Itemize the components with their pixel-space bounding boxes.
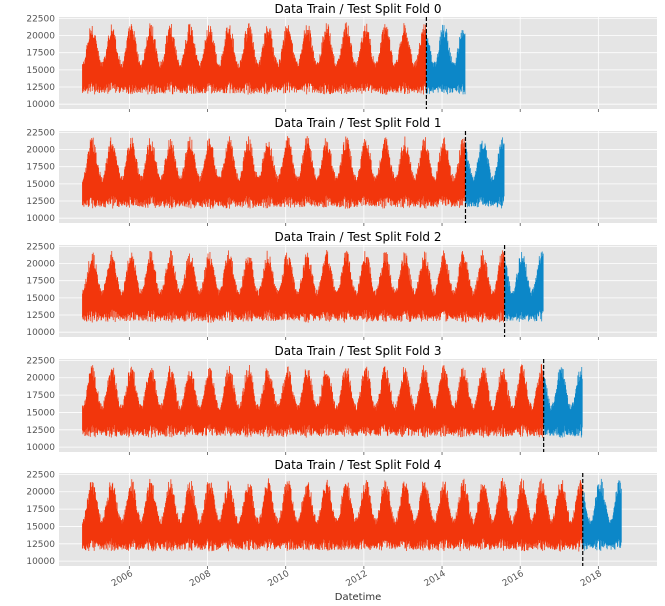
y-tick-label: 15000 — [26, 408, 55, 418]
x-tick-label: 2016 — [501, 569, 526, 589]
subplot-title: Data Train / Test Split Fold 4 — [274, 458, 441, 472]
y-tick-label: 12500 — [26, 83, 55, 93]
test-series-line — [465, 137, 505, 209]
x-tick-label: 2012 — [345, 569, 370, 589]
train-series-line — [82, 364, 544, 438]
y-tick-label: 17500 — [26, 391, 55, 401]
x-tick-label: 2008 — [188, 569, 213, 589]
y-tick-label: 17500 — [26, 505, 55, 515]
x-axis-label: Datetime — [335, 592, 382, 603]
y-tick-label: 10000 — [26, 557, 55, 567]
y-tick-label: 15000 — [26, 66, 55, 76]
y-tick-label: 22500 — [26, 356, 55, 366]
y-tick-label: 10000 — [26, 443, 55, 453]
x-tick-label: 2006 — [110, 569, 135, 589]
subplot-fold-3: 10000 12500 15000 17500 20000 22500 Data Train… — [26, 344, 657, 455]
y-tick-label: 22500 — [26, 14, 55, 24]
train-series-line — [82, 136, 466, 209]
y-tick-label: 10000 — [26, 100, 55, 110]
train-series-line — [82, 22, 427, 95]
y-tick-label: 15000 — [26, 522, 55, 532]
y-tick-label: 10000 — [26, 214, 55, 224]
y-tick-label: 20000 — [26, 488, 55, 498]
y-tick-label: 20000 — [26, 32, 55, 42]
subplot-fold-1: 10000 12500 15000 17500 20000 22500 Data Train… — [26, 116, 657, 226]
y-tick-label: 12500 — [26, 540, 55, 550]
y-tick-label: 15000 — [26, 180, 55, 190]
subplot-fold-4: 10000 12500 15000 17500 20000 22500 2006 2008 20… — [26, 458, 657, 603]
y-tick-label: 20000 — [26, 374, 55, 384]
y-tick-label: 22500 — [26, 242, 55, 252]
subplot-title: Data Train / Test Split Fold 2 — [274, 230, 441, 244]
y-tick-label: 10000 — [26, 328, 55, 338]
subplot-title: Data Train / Test Split Fold 3 — [274, 344, 441, 358]
train-series-line — [82, 249, 505, 323]
y-tick-label: 20000 — [26, 260, 55, 270]
y-tick-label: 17500 — [26, 277, 55, 287]
y-tick-label: 17500 — [26, 163, 55, 173]
y-tick-label: 15000 — [26, 294, 55, 304]
test-series-line — [504, 251, 544, 322]
y-tick-label: 22500 — [26, 470, 55, 480]
plot-area — [59, 245, 657, 337]
y-tick-label: 22500 — [26, 128, 55, 138]
test-series-line — [543, 367, 583, 438]
x-tick-label: 2014 — [423, 569, 448, 589]
subplot-fold-2: 10000 12500 15000 17500 20000 22500 Data Train… — [26, 230, 657, 340]
x-tick-label: 2010 — [266, 569, 291, 589]
y-tick-label: 12500 — [26, 311, 55, 321]
y-tick-label: 12500 — [26, 426, 55, 436]
subplot-title: Data Train / Test Split Fold 1 — [274, 116, 441, 130]
y-tick-label: 17500 — [26, 49, 55, 59]
subplot-title: Data Train / Test Split Fold 0 — [274, 2, 441, 16]
test-series-line — [582, 478, 622, 551]
y-tick-label: 20000 — [26, 146, 55, 156]
x-tick-label: 2018 — [579, 569, 604, 589]
test-series-line — [426, 24, 466, 95]
subplot-fold-0: 10000 12500 15000 17500 20000 22500 Data Train… — [26, 2, 657, 112]
y-tick-label: 12500 — [26, 197, 55, 207]
train-series-line — [82, 478, 583, 552]
